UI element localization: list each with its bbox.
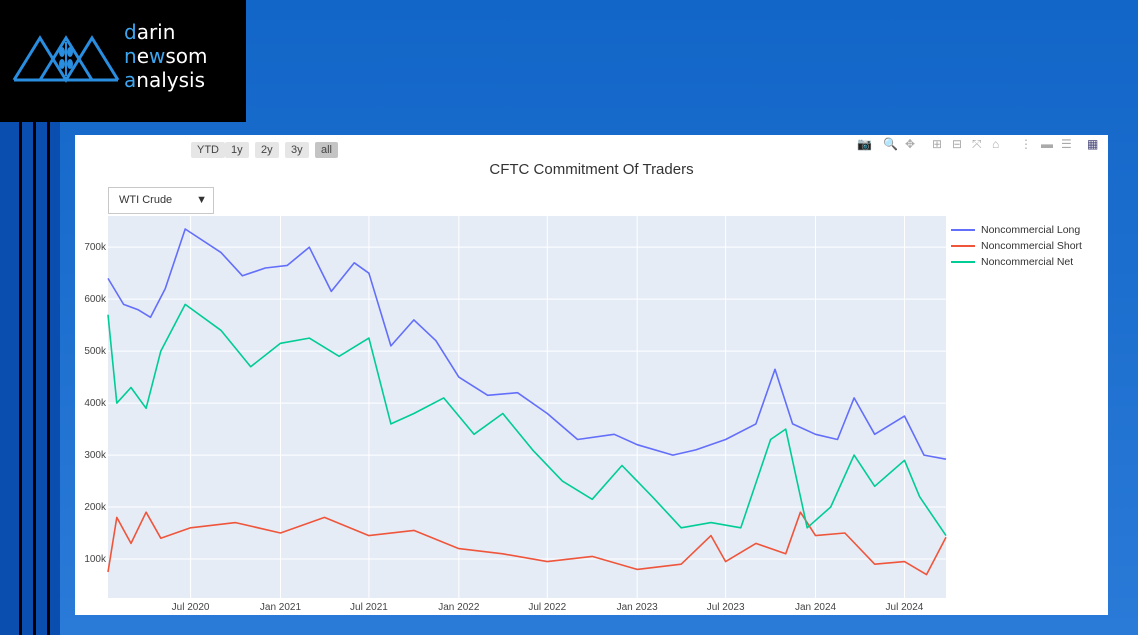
range-button-2y[interactable]: 2y <box>255 142 279 158</box>
range-button-ytd[interactable]: YTD <box>191 142 225 158</box>
hover-closest-icon[interactable]: ▬ <box>1041 137 1053 151</box>
y-tick-label: 300k <box>84 450 107 461</box>
camera-icon[interactable]: 📷 <box>857 137 872 151</box>
range-button-3y[interactable]: 3y <box>285 142 309 158</box>
zoom-in-icon[interactable]: ⊞ <box>932 137 943 151</box>
legend-label: Noncommercial Long <box>981 224 1081 236</box>
y-tick-label: 600k <box>84 294 107 305</box>
x-tick-label: Jan 2024 <box>795 602 837 613</box>
zoom-icon[interactable]: 🔍 <box>883 137 898 151</box>
range-button-all[interactable]: all <box>315 142 339 158</box>
legend-label: Noncommercial Short <box>981 240 1082 252</box>
x-tick-label: Jul 2023 <box>707 602 745 613</box>
legend-item-net[interactable]: Noncommercial Net <box>951 255 1073 269</box>
y-tick-label: 700k <box>84 242 107 253</box>
y-tick-label: 400k <box>84 398 107 409</box>
divider-line <box>19 122 22 635</box>
spike-lines-icon[interactable]: ⋮ <box>1020 137 1032 151</box>
y-tick-label: 500k <box>84 346 107 357</box>
line-chart: 100k 200k 300k 400k 500k 600k 700k Jul 2020 Jan… <box>84 216 947 613</box>
x-tick-label: Jul 2020 <box>172 602 210 613</box>
chart-panel: YTD 1y 2y 3y all CFTC Commitment Of Trad… <box>75 135 1108 615</box>
logo-wordmark: darin newsom analysis <box>124 20 208 92</box>
commodity-dropdown[interactable]: WTI Crude ▼ <box>108 187 214 214</box>
hover-compare-icon[interactable]: ☰ <box>1061 137 1072 151</box>
y-tick-label: 200k <box>84 502 107 513</box>
legend-item-long[interactable]: Noncommercial Long <box>951 223 1080 237</box>
series-line-noncommercial-long <box>107 228 947 460</box>
legend-swatch <box>951 245 975 248</box>
logo: darin newsom analysis <box>0 0 246 122</box>
plotly-logo-icon[interactable]: ▦ <box>1087 137 1099 151</box>
dropdown-value: WTI Crude <box>119 194 173 206</box>
legend-swatch <box>951 229 975 232</box>
chart-title: CFTC Commitment Of Traders <box>489 161 694 178</box>
x-tick-label: Jul 2024 <box>886 602 924 613</box>
series-line-noncommercial-short <box>107 511 947 576</box>
series-line-noncommercial-net <box>107 303 947 537</box>
divider-line <box>33 122 36 635</box>
x-tick-label: Jan 2023 <box>617 602 659 613</box>
divider-line <box>47 122 50 635</box>
legend-item-short[interactable]: Noncommercial Short <box>951 239 1082 253</box>
plot-area <box>108 216 946 598</box>
caret-down-icon: ▼ <box>196 194 207 206</box>
zoom-out-icon[interactable]: ⊟ <box>952 137 963 151</box>
x-tick-label: Jul 2021 <box>350 602 388 613</box>
x-tick-label: Jan 2022 <box>438 602 480 613</box>
home-icon[interactable]: ⌂ <box>992 137 1000 151</box>
pan-icon[interactable]: ✥ <box>905 137 916 151</box>
x-tick-label: Jan 2021 <box>260 602 302 613</box>
y-tick-label: 100k <box>84 554 107 565</box>
legend-swatch <box>951 261 975 264</box>
range-button-1y[interactable]: 1y <box>225 142 249 158</box>
autoscale-icon[interactable]: ⤧ <box>972 137 982 151</box>
legend-label: Noncommercial Net <box>981 256 1074 268</box>
mountain-logo-icon <box>12 35 120 83</box>
x-tick-label: Jul 2022 <box>528 602 566 613</box>
